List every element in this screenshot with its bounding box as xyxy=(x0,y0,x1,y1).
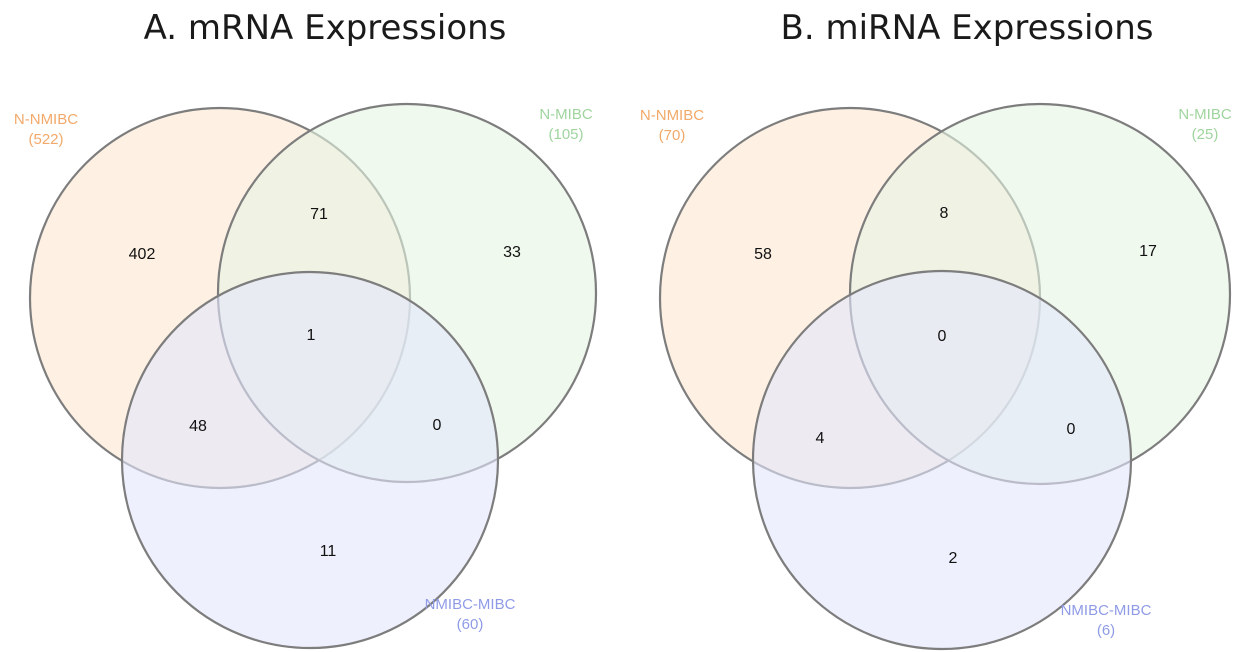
set-label-n-nmibc: N-NMIBC xyxy=(640,107,704,124)
region-count-only-nmibc-mibc: 2 xyxy=(949,550,958,567)
set-label-n-mibc: N-MIBC xyxy=(539,106,592,123)
set-label-n-nmibc: N-NMIBC xyxy=(14,111,78,128)
region-count-only-n-nmibc: 58 xyxy=(754,246,772,263)
set-size-nmibc-mibc: (6) xyxy=(1097,622,1115,639)
region-count-n-mibc-and-nmibc-mibc: 0 xyxy=(1067,421,1076,438)
set-size-n-nmibc: (70) xyxy=(659,127,686,144)
panel-a-title: A. mRNA Expressions xyxy=(143,8,507,48)
region-count-all-three: 0 xyxy=(938,328,947,345)
set-circle-nmibc-mibc xyxy=(751,269,1133,651)
region-count-n-nmibc-and-n-mibc: 71 xyxy=(310,206,328,223)
region-count-all-three: 1 xyxy=(307,327,316,344)
region-count-n-nmibc-and-nmibc-mibc: 4 xyxy=(816,430,825,447)
region-count-n-mibc-and-nmibc-mibc: 0 xyxy=(433,417,442,434)
region-count-n-nmibc-and-nmibc-mibc: 48 xyxy=(189,418,207,435)
set-size-n-nmibc: (522) xyxy=(28,131,63,148)
set-label-n-mibc: N-MIBC xyxy=(1178,106,1231,123)
region-count-only-n-nmibc: 402 xyxy=(129,246,156,263)
set-size-nmibc-mibc: (60) xyxy=(457,616,484,633)
venn-panel-b: N-NMIBC (70) N-MIBC (25) NMIBC-MIBC (6) … xyxy=(640,102,1232,651)
region-count-only-n-mibc: 17 xyxy=(1139,243,1157,260)
venn-panel-a: N-NMIBC (522) N-MIBC (105) NMIBC-MIBC (6… xyxy=(14,102,598,650)
set-label-nmibc-mibc: NMIBC-MIBC xyxy=(1061,602,1152,619)
region-count-only-nmibc-mibc: 11 xyxy=(320,543,337,560)
set-size-n-mibc: (25) xyxy=(1192,126,1219,143)
set-circle-nmibc-mibc xyxy=(120,270,500,650)
set-size-n-mibc: (105) xyxy=(548,126,583,143)
region-count-n-nmibc-and-n-mibc: 8 xyxy=(940,205,949,222)
region-count-only-n-mibc: 33 xyxy=(503,244,521,261)
set-label-nmibc-mibc: NMIBC-MIBC xyxy=(425,596,516,613)
panel-b-title: B. miRNA Expressions xyxy=(780,8,1154,48)
